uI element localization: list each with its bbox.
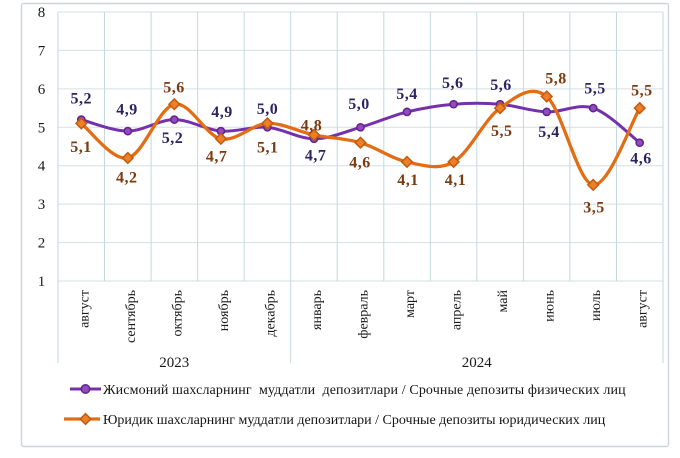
svg-text:2: 2 xyxy=(38,236,46,252)
svg-text:5,5: 5,5 xyxy=(491,123,513,140)
svg-text:ноябрь: ноябрь xyxy=(217,290,232,331)
svg-text:6: 6 xyxy=(38,82,46,98)
svg-text:4,8: 4,8 xyxy=(301,117,323,134)
svg-text:4,9: 4,9 xyxy=(116,102,138,119)
svg-text:5,5: 5,5 xyxy=(631,82,653,99)
svg-text:январь: январь xyxy=(310,290,325,330)
svg-text:май: май xyxy=(496,290,511,313)
svg-text:4,2: 4,2 xyxy=(116,170,138,187)
svg-text:4,1: 4,1 xyxy=(445,172,467,189)
svg-text:4,9: 4,9 xyxy=(211,104,233,121)
svg-text:3,5: 3,5 xyxy=(583,200,605,217)
svg-text:5,4: 5,4 xyxy=(396,86,418,103)
svg-text:2023: 2023 xyxy=(159,355,189,371)
svg-text:5,6: 5,6 xyxy=(163,79,185,96)
svg-text:4,6: 4,6 xyxy=(349,154,371,171)
svg-text:5,6: 5,6 xyxy=(490,77,512,94)
svg-text:август: август xyxy=(77,290,92,328)
svg-text:июль: июль xyxy=(589,290,604,321)
svg-text:4: 4 xyxy=(38,159,46,175)
svg-text:5,6: 5,6 xyxy=(442,75,464,92)
svg-text:декабрь: декабрь xyxy=(263,290,278,337)
svg-text:5,4: 5,4 xyxy=(538,124,560,141)
svg-text:сентябрь: сентябрь xyxy=(124,290,139,343)
svg-text:февраль: февраль xyxy=(357,290,372,339)
svg-text:5,2: 5,2 xyxy=(71,91,93,108)
svg-text:5,1: 5,1 xyxy=(70,139,92,156)
svg-text:5,5: 5,5 xyxy=(584,81,606,98)
svg-text:1: 1 xyxy=(38,274,46,290)
svg-text:4,1: 4,1 xyxy=(397,172,419,189)
svg-text:4,7: 4,7 xyxy=(305,147,327,164)
svg-text:2024: 2024 xyxy=(462,355,493,371)
svg-text:4,6: 4,6 xyxy=(630,151,652,168)
svg-text:март: март xyxy=(403,290,418,318)
svg-text:Жисмоний шахсларнинг муддатли: Жисмоний шахсларнинг муддатли депозитлар… xyxy=(103,383,626,398)
svg-text:5,0: 5,0 xyxy=(257,101,279,118)
svg-text:5,8: 5,8 xyxy=(545,70,567,87)
svg-text:апрель: апрель xyxy=(450,290,465,330)
svg-text:август: август xyxy=(636,290,651,328)
svg-text:8: 8 xyxy=(38,5,46,21)
svg-text:5,0: 5,0 xyxy=(348,96,370,113)
svg-text:октябрь: октябрь xyxy=(170,290,185,337)
svg-text:4,7: 4,7 xyxy=(206,149,228,166)
svg-text:3: 3 xyxy=(38,197,46,213)
svg-text:5,1: 5,1 xyxy=(257,140,279,157)
svg-text:7: 7 xyxy=(38,43,46,59)
svg-text:Юридик шахсларнинг муддатли де: Юридик шахсларнинг муддатли депозитлари … xyxy=(103,413,606,428)
svg-text:5: 5 xyxy=(38,120,46,136)
svg-text:5,2: 5,2 xyxy=(162,130,184,147)
svg-text:июнь: июнь xyxy=(543,290,558,322)
